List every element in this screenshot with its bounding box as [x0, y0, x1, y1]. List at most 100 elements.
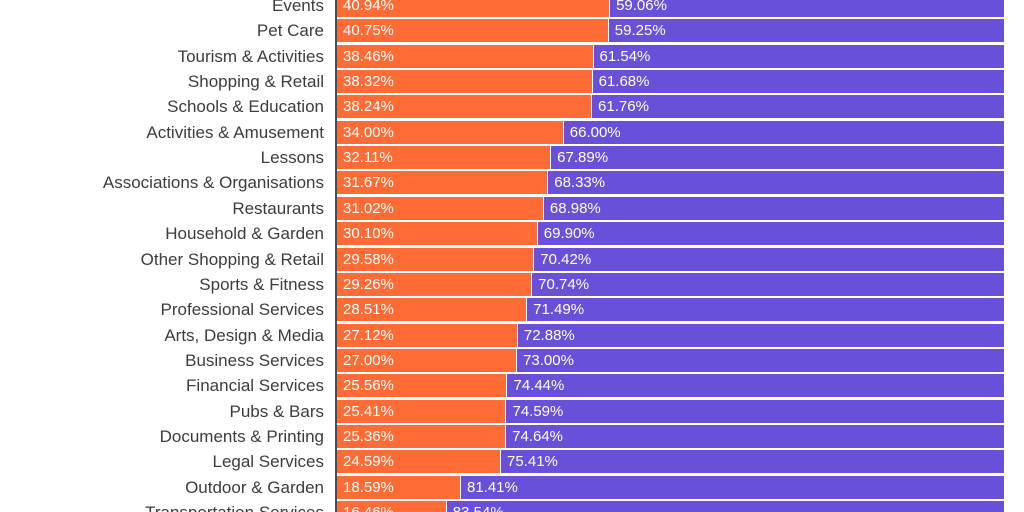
data-label-series-a: 29.58% — [343, 250, 394, 268]
bar-segment-series-b — [532, 272, 1004, 296]
category-label: Pet Care — [256, 21, 324, 41]
data-label-series-b: 61.68% — [598, 73, 650, 91]
bar-segment-series-a — [337, 19, 608, 43]
data-label-series-b: 67.89% — [557, 149, 609, 167]
category-label: Outdoor & Garden — [185, 477, 324, 497]
category-label: Documents & Printing — [159, 426, 324, 446]
category-label: Financial Services — [186, 376, 324, 396]
data-label-series-a: 16.46% — [343, 501, 394, 512]
category-label: Arts, Design & Media — [164, 325, 324, 345]
category-label: Household & Garden — [165, 224, 324, 244]
data-label-series-a: 27.00% — [343, 351, 394, 369]
data-label-series-b: 81.41% — [466, 478, 518, 496]
category-label: Activities & Amusement — [146, 122, 324, 142]
data-label-series-b: 70.42% — [540, 250, 592, 268]
data-label-series-a: 34.00% — [343, 123, 394, 141]
category-label: Restaurants — [232, 198, 324, 218]
category-label: Shopping & Retail — [187, 72, 324, 92]
category-label: Tourism & Activities — [177, 46, 324, 66]
data-label-series-a: 40.94% — [343, 0, 394, 14]
bar-segment-series-a — [337, 450, 500, 474]
bar-segment-series-b — [527, 298, 1004, 322]
bar-segment-series-b — [592, 95, 1004, 119]
bar-segment-series-a — [337, 120, 563, 144]
bar-segment-series-b — [537, 222, 1004, 246]
data-label-series-b: 71.49% — [533, 301, 585, 319]
category-label: Legal Services — [212, 452, 324, 472]
data-label-series-b: 70.74% — [538, 275, 590, 293]
bar-segment-series-b — [548, 171, 1004, 195]
category-label: Transportation Services — [145, 500, 324, 512]
bar-segment-series-a — [337, 44, 593, 68]
data-label-series-a: 38.46% — [343, 47, 394, 65]
bar-segment-series-a — [337, 374, 507, 398]
data-label-series-a: 38.24% — [343, 98, 394, 116]
bar-segment-series-a — [337, 247, 534, 271]
data-label-series-b: 74.44% — [513, 377, 565, 395]
category-label: Events — [272, 0, 324, 15]
data-label-series-b: 59.06% — [616, 0, 667, 14]
data-label-series-a: 40.75% — [343, 22, 394, 40]
bar-segment-series-a — [337, 424, 506, 448]
bar-segment-series-b — [446, 501, 1004, 512]
bar-segment-series-b — [506, 399, 1004, 423]
bar-segment-series-a — [337, 0, 610, 17]
data-label-series-a: 25.41% — [343, 402, 394, 420]
bar-segment-series-a — [337, 222, 537, 246]
data-label-series-b: 66.00% — [569, 123, 621, 141]
category-label: Associations & Organisations — [102, 173, 324, 193]
data-label-series-a: 25.56% — [343, 377, 394, 395]
bar-segment-series-b — [517, 323, 1004, 347]
data-label-series-b: 74.64% — [512, 427, 564, 445]
bar-segment-series-a — [337, 70, 592, 94]
data-label-series-b: 74.59% — [512, 402, 564, 420]
bar-segment-series-a — [337, 399, 506, 423]
category-label: Schools & Education — [167, 97, 324, 117]
data-label-series-b: 73.00% — [523, 351, 574, 369]
bar-segment-series-a — [337, 95, 592, 119]
bar-segment-series-b — [593, 44, 1004, 68]
data-label-series-b: 83.54% — [453, 501, 504, 512]
category-label: Other Shopping & Retail — [140, 249, 324, 269]
data-label-series-b: 75.41% — [507, 453, 558, 471]
data-label-series-a: 32.11% — [343, 149, 393, 167]
bar-segment-series-a — [337, 272, 532, 296]
bar-segment-series-a — [337, 475, 460, 499]
data-label-series-a: 24.59% — [343, 453, 394, 471]
category-label: Pubs & Bars — [229, 401, 325, 421]
data-label-series-a: 27.12% — [343, 326, 394, 344]
data-label-series-a: 38.32% — [343, 73, 394, 91]
bar-segment-series-a — [337, 501, 446, 512]
bar-segment-series-a — [337, 171, 548, 195]
y-axis-line — [335, 0, 337, 512]
bar-segment-series-a — [337, 196, 543, 220]
bar-segment-series-b — [506, 424, 1004, 448]
category-label: Professional Services — [160, 300, 324, 320]
bar-segment-series-b — [543, 196, 1004, 220]
bar-segment-series-b — [551, 146, 1004, 170]
data-label-series-b: 59.25% — [614, 22, 666, 40]
data-label-series-a: 30.10% — [343, 225, 394, 243]
data-label-series-b: 61.54% — [599, 47, 651, 65]
category-label: Lessons — [260, 148, 324, 168]
data-label-series-b: 72.88% — [523, 326, 575, 344]
bar-segment-series-b — [460, 475, 1004, 499]
bar-segment-series-a — [337, 146, 551, 170]
bar-segment-series-b — [592, 70, 1004, 94]
bar-segment-series-b — [507, 374, 1004, 398]
bar-segment-series-b — [501, 450, 1004, 474]
data-label-series-a: 28.51% — [343, 301, 394, 319]
data-label-series-a: 25.36% — [343, 427, 394, 445]
data-label-series-a: 29.26% — [343, 275, 394, 293]
data-label-series-a: 31.67% — [343, 174, 394, 192]
data-label-series-a: 18.59% — [343, 478, 394, 496]
data-label-series-a: 31.02% — [343, 199, 394, 217]
data-label-series-b: 68.33% — [554, 174, 606, 192]
data-label-series-b: 61.76% — [598, 98, 649, 116]
bar-segment-series-a — [337, 298, 527, 322]
bar-segment-series-b — [517, 348, 1004, 372]
category-label: Sports & Fitness — [199, 274, 324, 294]
bar-segment-series-b — [563, 120, 1004, 144]
bar-segment-series-a — [337, 348, 517, 372]
